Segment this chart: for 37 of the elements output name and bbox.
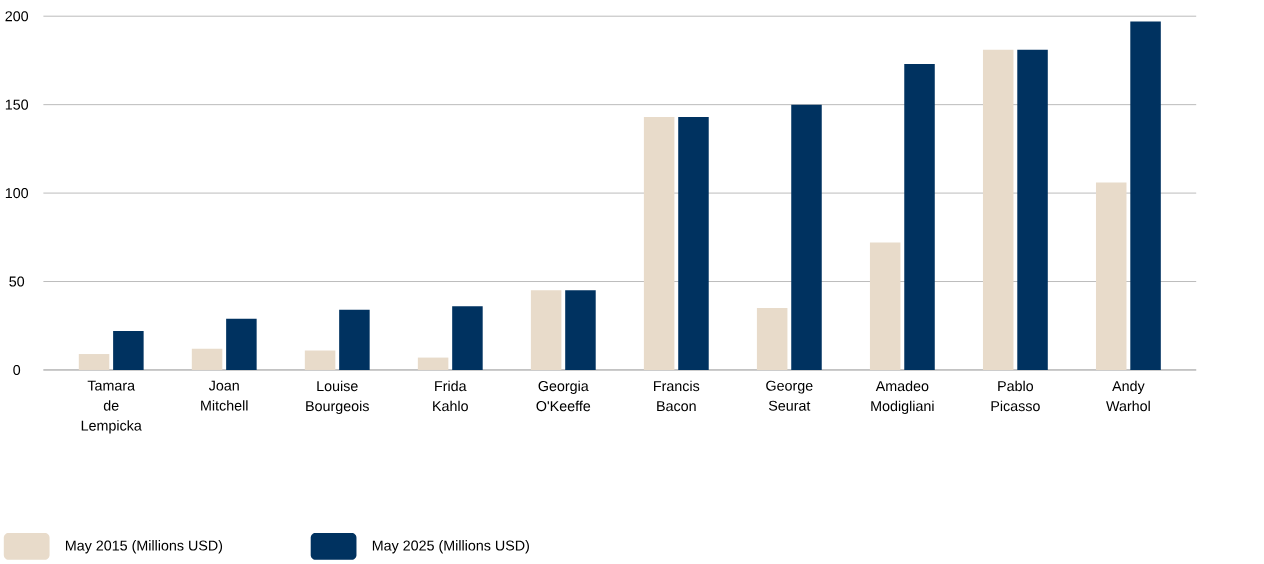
bar <box>226 318 257 371</box>
x-tick-label: Francis Bacon <box>654 380 700 412</box>
x-tick-label: Louise Bourgeois <box>306 380 369 415</box>
bar <box>904 64 935 371</box>
x-tick-label: Georgia O'Keeffe <box>536 380 591 412</box>
x-tick-label: Pablo Picasso <box>991 380 1040 412</box>
bar <box>452 306 483 371</box>
legend-label: May 2015 (Millions USD) <box>65 540 223 554</box>
x-tick-label: Joan Mitchell <box>201 380 248 411</box>
bar <box>643 117 675 371</box>
bar <box>113 331 144 371</box>
y-tick-label: 200 <box>5 11 29 22</box>
y-tick-label: 0 <box>13 365 21 376</box>
bar <box>339 310 370 371</box>
bar <box>869 242 901 371</box>
bar <box>565 290 596 371</box>
x-tick-label: George Seurat <box>766 380 813 412</box>
bar <box>530 290 562 371</box>
bar <box>1017 50 1048 371</box>
bar <box>678 117 709 371</box>
x-tick-label: Amadeo Modigliani <box>871 380 934 415</box>
bar <box>756 308 788 371</box>
y-tick-label: 50 <box>9 276 25 287</box>
bar <box>1095 182 1127 371</box>
bar <box>1130 21 1161 371</box>
legend-label: May 2025 (Millions USD) <box>372 540 529 554</box>
bar <box>417 357 449 371</box>
bar <box>191 348 223 371</box>
bar <box>78 354 110 371</box>
x-tick-label: Tamara de Lempicka <box>81 380 142 434</box>
x-tick-label: Andy Warhol <box>1106 380 1150 412</box>
bar <box>304 350 336 371</box>
bar <box>791 104 822 371</box>
y-tick-label: 100 <box>5 188 29 199</box>
y-tick-label: 150 <box>5 99 29 110</box>
bar <box>982 50 1014 371</box>
x-tick-label: Frida Kahlo <box>433 380 468 412</box>
